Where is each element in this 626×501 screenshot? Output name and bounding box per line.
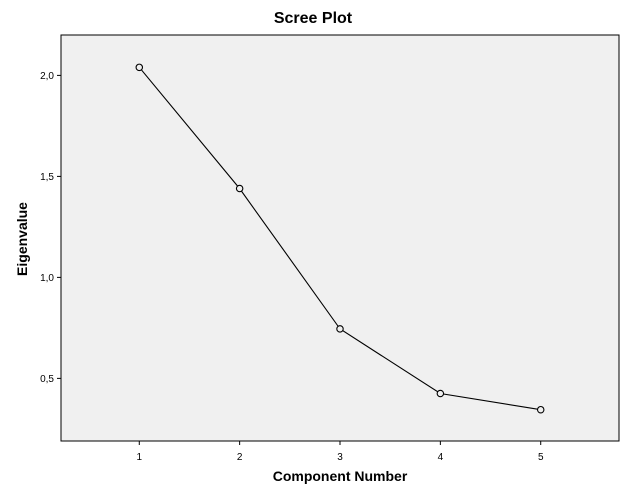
x-tick-label: 1 <box>136 452 142 463</box>
x-axis-label: Component Number <box>272 468 408 484</box>
plot-frame <box>60 34 620 442</box>
data-point <box>135 63 144 72</box>
x-tick-label: 3 <box>337 452 343 463</box>
x-tick-label: 5 <box>538 452 544 463</box>
x-tick-label: 4 <box>438 452 444 463</box>
data-point <box>536 405 545 414</box>
x-tick-label: 2 <box>237 452 243 463</box>
data-point <box>336 325 344 333</box>
data-point <box>436 389 445 398</box>
y-tick-label: 2,0 <box>40 71 54 82</box>
y-tick-label: 1,5 <box>40 172 54 183</box>
data-point <box>235 184 244 193</box>
chart-title: Scree Plot <box>273 10 353 27</box>
y-tick-label: 1,0 <box>40 273 54 284</box>
y-axis-label: Eigenvalue <box>14 202 30 276</box>
y-tick-label: 0,5 <box>40 374 54 385</box>
